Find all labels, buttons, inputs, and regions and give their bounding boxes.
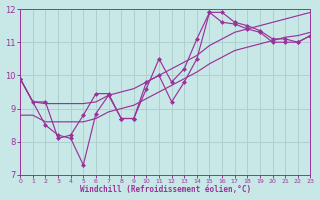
X-axis label: Windchill (Refroidissement éolien,°C): Windchill (Refroidissement éolien,°C) [80,185,251,194]
